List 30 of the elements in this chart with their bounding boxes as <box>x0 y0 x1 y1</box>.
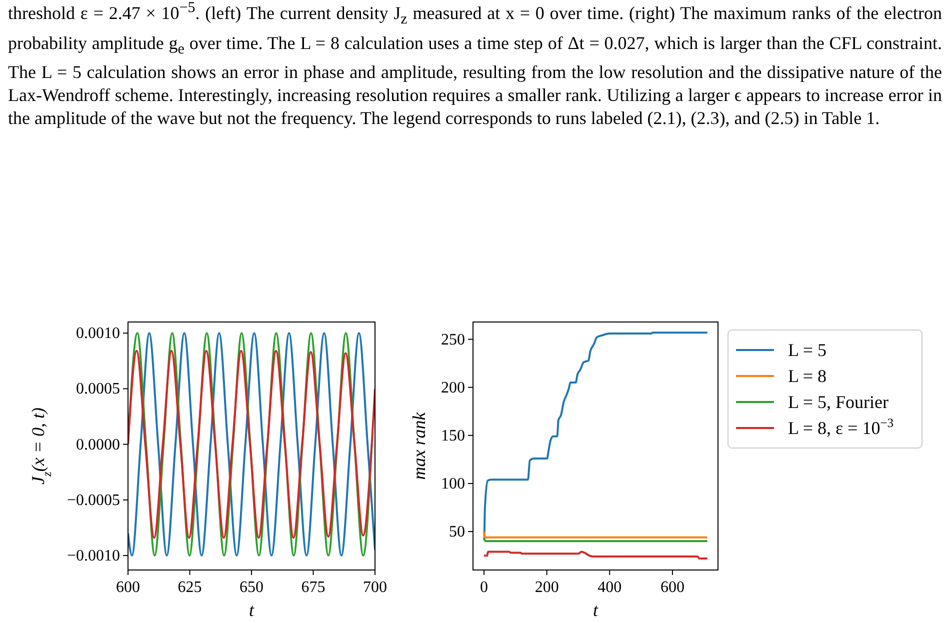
text: threshold ε = 2.47 × 10$^{−5}$. (left) The current density J$_{z}$ measured at x = 0 over time. (right) The maximum ranks of the electron probability amplitude g$_{e}$ over time. The L = 8 calculation uses a time step of Δt = 0.027, which is larger than the CFL constraint. The L = 5 calculation shows an error in phase and amplitude, resulting from the low resolution and the dissipative nature of the Lax-Wendroff scheme. Interestingly, increasing resolution requires a smaller rank. Utilizing a larger ϵ appears to increase error in the amplitude of the wave but not the frequency. The legend corresponds to runs labeled (2.1), (2.3), and (2.5) in Table 1. <box>8 0 942 128</box>
x-tick-label: 600 <box>116 579 140 596</box>
line-series <box>128 350 375 539</box>
x-tick-label: 0 <box>480 579 488 596</box>
y-tick-label: −0.0010 <box>66 548 120 565</box>
y-tick-label: 50 <box>449 524 465 541</box>
y-tick-label: 0.0010 <box>76 325 120 342</box>
y-tick-label: 0.0005 <box>76 380 120 398</box>
y-tick-label: 100 <box>441 475 465 492</box>
x-axis-title: t <box>248 600 255 620</box>
y-tick-label: 250 <box>441 331 465 348</box>
x-tick-label: 675 <box>301 579 326 596</box>
line-series <box>483 332 708 542</box>
y-tick-label: 150 <box>441 427 465 444</box>
x-tick-label: 625 <box>178 579 202 596</box>
y-tick-label: 200 <box>441 379 465 396</box>
y-axis-title: max rank <box>409 411 429 480</box>
line-series <box>482 550 708 560</box>
y-tick-label: −0.0005 <box>66 492 120 509</box>
legend-label: L = 5, Fourier <box>788 392 888 412</box>
x-tick-label: 650 <box>240 579 264 596</box>
x-axis-title: t <box>592 600 599 620</box>
x-tick-label: 600 <box>660 579 684 596</box>
x-tick-label: 200 <box>534 579 559 596</box>
legend-label: L = 5 <box>788 340 826 360</box>
x-tick-label: 400 <box>598 579 622 596</box>
legend-label: L = 8, ε = 10$^{−3}$ <box>788 416 894 438</box>
y-tick-label: 0.0000 <box>76 436 120 454</box>
x-tick-label: 700 <box>363 579 387 596</box>
legend-label: L = 8 <box>788 366 826 386</box>
